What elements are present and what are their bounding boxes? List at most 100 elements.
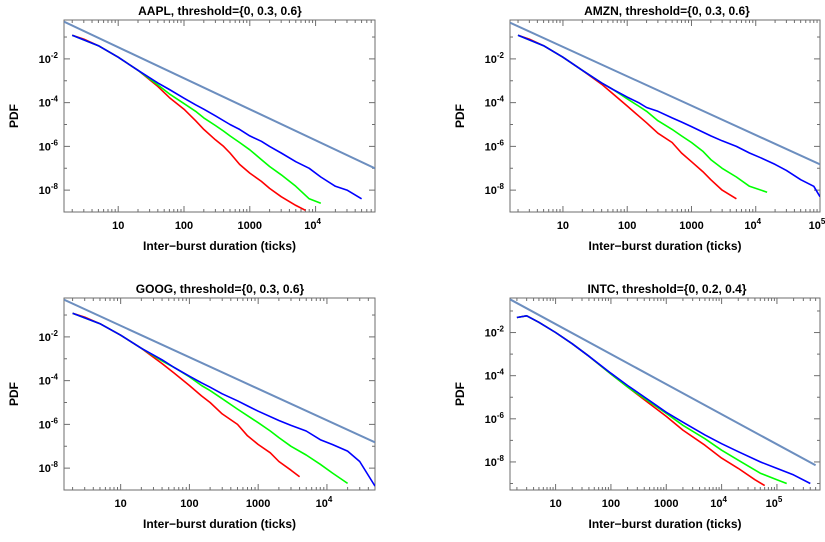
y-tick-label-base: 10 (485, 141, 497, 153)
y-tick-label-exponent: -2 (51, 329, 59, 338)
y-tick-label: 10-4 (485, 95, 505, 110)
y-tick-label-exponent: -8 (497, 182, 505, 191)
series-line-3 (517, 34, 820, 198)
y-axis-label: PDF (7, 104, 21, 128)
y-tick-label: 10-4 (39, 373, 59, 388)
y-axis-label: PDF (7, 382, 21, 406)
tick-marks (64, 20, 376, 213)
series-line-3 (71, 34, 363, 200)
y-tick-label-base: 10 (485, 457, 497, 469)
y-tick-label-base: 10 (39, 54, 51, 66)
x-tick-label-exponent: 4 (723, 495, 728, 504)
y-tick-label: 10-6 (39, 138, 59, 153)
x-tick-label: 1000 (679, 220, 703, 232)
x-axis-label: Inter−burst duration (ticks) (143, 517, 296, 531)
x-tick-label: 100 (175, 220, 193, 232)
fit-line (64, 298, 375, 444)
x-tick-label: 1000 (238, 220, 262, 232)
series-line-2 (516, 314, 787, 485)
y-tick-label: 10-2 (39, 51, 59, 66)
x-tick-label: 104 (744, 217, 761, 232)
x-tick-label: 10 (557, 220, 569, 232)
x-tick-label-base: 10 (809, 220, 821, 232)
y-tick-label-base: 10 (39, 98, 51, 110)
y-tick-label-exponent: -2 (51, 51, 59, 60)
panel-title: INTC, threshold={0, 0.2, 0.4} (587, 282, 746, 296)
plot-frame (509, 19, 821, 213)
tick-marks (510, 298, 821, 490)
x-tick-label: 10 (549, 498, 561, 510)
y-tick-label: 10-6 (485, 411, 505, 426)
y-tick-label-base: 10 (485, 185, 497, 197)
y-tick-label-base: 10 (485, 328, 497, 340)
panel-title: AAPL, threshold={0, 0.3, 0.6} (138, 4, 302, 18)
y-tick-label: 10-8 (485, 182, 505, 197)
series-line-1 (517, 34, 737, 200)
x-tick-label: 104 (304, 217, 321, 232)
x-axis-label: Inter−burst duration (ticks) (588, 517, 741, 531)
y-tick-label-base: 10 (39, 376, 51, 388)
y-tick-label-base: 10 (39, 141, 51, 153)
panel-title: GOOG, threshold={0, 0.3, 0.6} (136, 282, 305, 296)
series-line-3 (516, 314, 811, 485)
y-tick-label: 10-4 (39, 95, 59, 110)
fit-line (510, 298, 817, 467)
y-tick-label-exponent: -8 (497, 454, 505, 463)
y-axis-label: PDF (453, 382, 467, 406)
x-tick-label: 105 (766, 495, 783, 510)
x-tick-label: 104 (316, 495, 333, 510)
plot-frame (509, 297, 821, 491)
fit-line (64, 20, 375, 170)
y-tick-label-exponent: -6 (497, 411, 505, 420)
x-tick-label-exponent: 5 (778, 495, 783, 504)
y-tick-label: 10-6 (39, 416, 59, 431)
x-tick-label-exponent: 5 (821, 217, 825, 226)
y-tick-label: 10-8 (485, 454, 505, 469)
series-line-1 (71, 34, 306, 212)
y-tick-label-exponent: -4 (51, 373, 59, 382)
tick-marks (510, 20, 821, 213)
panel-title: AMZN, threshold={0, 0.3, 0.6} (584, 4, 750, 18)
x-tick-label-base: 10 (304, 220, 316, 232)
x-tick-label: 10 (112, 220, 124, 232)
fit-line (510, 21, 820, 166)
x-tick-label: 1000 (246, 498, 270, 510)
series-line-1 (516, 314, 766, 487)
y-axis-label: PDF (453, 104, 467, 128)
y-tick-label-exponent: -6 (497, 138, 505, 147)
x-axis-label: Inter−burst duration (ticks) (143, 239, 296, 253)
series-line-1 (72, 312, 301, 478)
x-tick-label: 100 (602, 498, 620, 510)
y-tick-label-base: 10 (39, 332, 51, 344)
y-tick-label-base: 10 (39, 419, 51, 431)
y-tick-label-exponent: -2 (497, 325, 505, 334)
y-tick-label: 10-4 (485, 368, 505, 383)
y-tick-label-exponent: -8 (51, 182, 59, 191)
x-tick-label-base: 10 (744, 220, 756, 232)
y-tick-label-base: 10 (39, 185, 51, 197)
series-group (510, 21, 820, 200)
y-tick-label-exponent: -4 (497, 95, 505, 104)
x-axis-label: Inter−burst duration (ticks) (588, 239, 741, 253)
x-tick-label: 105 (809, 217, 825, 232)
tick-marks (64, 298, 376, 491)
series-line-2 (71, 34, 322, 205)
plot-frame (63, 19, 376, 213)
x-tick-label: 100 (618, 220, 636, 232)
y-tick-label: 10-6 (485, 138, 505, 153)
series-group (64, 20, 375, 212)
y-tick-label-base: 10 (39, 463, 51, 475)
x-tick-label-exponent: 4 (316, 217, 321, 226)
y-tick-label: 10-2 (485, 51, 505, 66)
y-tick-label: 10-2 (485, 325, 505, 340)
series-group (64, 298, 375, 487)
x-tick-label-base: 10 (710, 498, 722, 510)
x-tick-label-base: 10 (316, 498, 328, 510)
x-tick-label: 100 (180, 498, 198, 510)
y-tick-label-base: 10 (485, 98, 497, 110)
x-tick-label: 1000 (654, 498, 678, 510)
